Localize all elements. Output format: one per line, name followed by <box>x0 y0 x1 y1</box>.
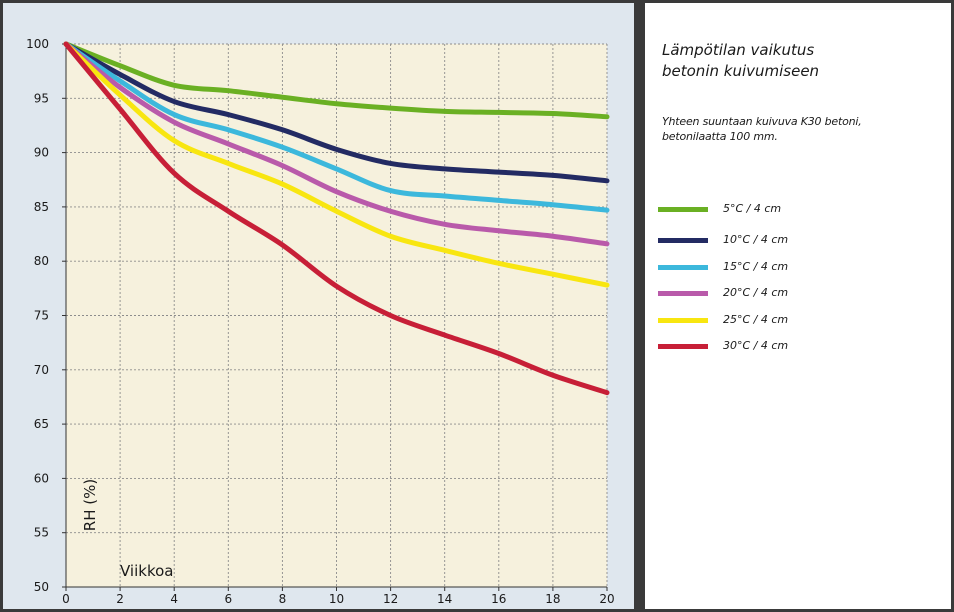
x-axis-label: Viikkoa <box>120 562 173 580</box>
x-tick-label: 12 <box>383 592 398 606</box>
legend-item: 30°C / 4 cm <box>658 337 918 357</box>
series-line <box>63 41 610 184</box>
legend-label: 20°C / 4 cm <box>723 286 789 299</box>
legend-swatch <box>658 291 708 296</box>
chart-subtitle-line: Yhteen suuntaan kuivuva K30 betoni, <box>662 115 862 128</box>
chart-title-line: Lämpötilan vaikutus <box>662 41 815 59</box>
y-tick-label: 65 <box>34 417 49 431</box>
x-tick-label: 4 <box>170 592 178 606</box>
y-axis-label: RH (%) <box>81 479 99 531</box>
y-tick-label: 55 <box>34 526 49 540</box>
series-line <box>63 41 610 213</box>
legend-swatch <box>658 344 708 349</box>
series-line <box>63 41 610 247</box>
series-lines <box>63 41 610 396</box>
legend-swatch <box>658 238 708 243</box>
series-line <box>63 41 610 288</box>
legend-item: 20°C / 4 cm <box>658 284 918 304</box>
chart-subtitle: Yhteen suuntaan kuivuva K30 betoni, beto… <box>662 114 947 144</box>
legend-swatch <box>658 265 708 270</box>
legend-item: 10°C / 4 cm <box>658 231 918 251</box>
y-tick-label: 60 <box>34 471 49 485</box>
x-tick-label: 20 <box>599 592 614 606</box>
y-tick-label: 70 <box>34 363 49 377</box>
legend-item: 25°C / 4 cm <box>658 311 918 331</box>
chart-title: Lämpötilan vaikutus betonin kuivumiseen <box>662 40 942 82</box>
gridlines <box>65 43 608 588</box>
legend-swatch <box>658 318 708 323</box>
x-tick-label: 14 <box>437 592 452 606</box>
line-chart: 0 2 4 6 8 10 12 14 16 18 20 50 55 60 65 70 75 80 85 90 95 100… <box>26 37 615 606</box>
y-tick-label: 100 <box>26 37 49 51</box>
y-tick-label: 85 <box>34 200 49 214</box>
legend-label: 5°C / 4 cm <box>723 202 782 215</box>
x-tick-label: 2 <box>116 592 124 606</box>
series-line <box>63 41 610 120</box>
legend-swatch <box>658 207 708 212</box>
legend-label: 10°C / 4 cm <box>723 233 789 246</box>
x-tick-label: 10 <box>329 592 344 606</box>
x-tick-label: 0 <box>62 592 70 606</box>
legend-panel <box>645 0 954 612</box>
x-tick-label: 16 <box>491 592 506 606</box>
legend-item: 15°C / 4 cm <box>658 258 918 278</box>
panel-divider <box>634 0 645 612</box>
y-tick-label: 75 <box>34 309 49 323</box>
y-tick-label: 90 <box>34 146 49 160</box>
series-line <box>63 41 610 396</box>
y-tick-label: 95 <box>34 91 49 105</box>
legend-label: 25°C / 4 cm <box>723 313 789 326</box>
legend-label: 15°C / 4 cm <box>723 260 789 273</box>
legend-item: 5°C / 4 cm <box>658 200 918 220</box>
legend-label: 30°C / 4 cm <box>723 339 789 352</box>
chart-subtitle-line: betonilaatta 100 mm. <box>662 130 778 143</box>
x-tick-label: 18 <box>545 592 560 606</box>
x-tick-label: 6 <box>224 592 232 606</box>
x-tick-label: 8 <box>279 592 287 606</box>
y-tick-label: 80 <box>34 254 49 268</box>
y-tick-label: 50 <box>34 580 49 594</box>
chart-title-line: betonin kuivumiseen <box>662 62 820 80</box>
